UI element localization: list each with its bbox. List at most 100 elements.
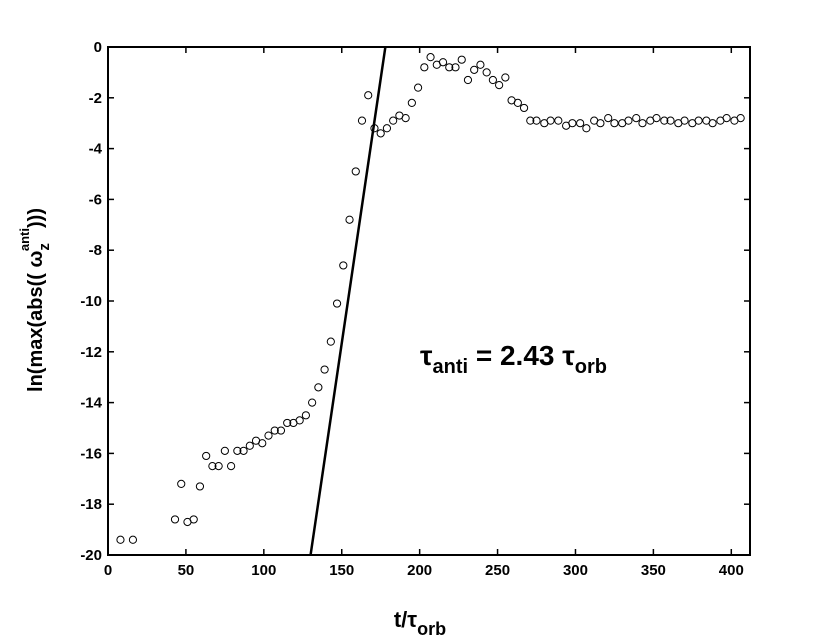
data-point [202, 451, 211, 461]
data-point [407, 98, 416, 107]
data-point [470, 65, 479, 74]
data-point [451, 63, 460, 72]
y-axis-label: ln(max(abs(( ωzanti))) [17, 208, 53, 392]
data-point [326, 337, 335, 346]
data-point [128, 535, 138, 544]
data-point [680, 116, 689, 125]
data-point [270, 426, 279, 435]
data-point [339, 261, 348, 270]
x-tick-label: 150 [329, 562, 354, 579]
data-point [694, 116, 703, 125]
x-tick-label: 250 [485, 562, 510, 579]
data-point [195, 482, 205, 491]
data-point [482, 68, 491, 77]
x-tick-label: 400 [719, 562, 744, 579]
data-point [582, 124, 591, 133]
data-point [632, 114, 641, 123]
data-point [652, 114, 661, 123]
data-point [526, 116, 535, 125]
data-point [357, 116, 367, 125]
x-tick-label: 50 [178, 562, 195, 579]
data-point [604, 114, 613, 123]
data-point [463, 75, 473, 85]
data-point [532, 116, 541, 125]
data-point [301, 411, 310, 420]
y-label-sub: z [36, 243, 53, 251]
data-point [364, 91, 373, 100]
x-label-sub: orb [417, 619, 446, 639]
data-point [501, 73, 510, 82]
data-point [413, 83, 423, 92]
fit-line [309, 46, 387, 556]
x-tick-label: 0 [104, 562, 112, 579]
y-tick-label: -18 [80, 496, 102, 513]
y-tick-label: -20 [80, 547, 102, 564]
data-point [457, 55, 466, 64]
data-point [495, 81, 504, 90]
data-point [320, 365, 329, 374]
y-label-pre: ln(max(abs(( ω [25, 251, 47, 392]
data-point [308, 398, 317, 407]
annotation-mid: = 2.43 [468, 340, 562, 371]
data-point [722, 114, 731, 123]
x-label-main: t/τ [394, 607, 417, 632]
data-point [596, 119, 605, 128]
data-point [638, 119, 647, 128]
x-tick-label: 200 [407, 562, 432, 579]
data-point [476, 60, 485, 69]
data-point [519, 103, 529, 113]
data-point [610, 119, 619, 128]
data-point [382, 124, 392, 133]
y-tick-label: -10 [80, 293, 102, 310]
plot-frame [107, 46, 751, 556]
data-point [546, 116, 555, 125]
data-point [189, 515, 198, 524]
y-tick-label: -8 [89, 242, 102, 259]
annotation: τanti = 2.43 τorb [420, 340, 607, 378]
data-point [376, 129, 385, 138]
data-point [420, 63, 429, 72]
annotation-sub2: orb [575, 356, 607, 378]
x-axis-label: t/τorb [394, 607, 446, 639]
x-tick-label: 100 [251, 562, 276, 579]
data-point [208, 462, 217, 471]
data-point [314, 383, 323, 392]
data-point [233, 446, 242, 455]
y-tick-label: -16 [80, 445, 102, 462]
data-point [220, 446, 229, 455]
data-point [401, 114, 410, 123]
data-point [438, 58, 448, 67]
annotation-tau: τ [420, 340, 433, 371]
data-point [245, 441, 254, 450]
data-point [351, 167, 360, 176]
data-point [239, 446, 248, 455]
data-point [345, 215, 354, 224]
x-tick-label: 350 [641, 562, 666, 579]
data-point [513, 98, 522, 107]
data-point [576, 119, 585, 128]
data-point [488, 75, 497, 85]
y-tick-label: -2 [89, 90, 102, 107]
data-point [736, 114, 745, 123]
data-point [666, 116, 675, 125]
data-point [177, 479, 186, 488]
data-point [332, 299, 342, 308]
data-point [170, 515, 180, 524]
y-tick-label: -6 [89, 191, 102, 208]
data-point [214, 462, 223, 471]
annotation-sub: anti [433, 356, 469, 378]
data-point [258, 439, 267, 448]
data-point [554, 116, 563, 125]
x-tick-label: 300 [563, 562, 588, 579]
data-point [426, 53, 435, 62]
y-tick-label: -12 [80, 344, 102, 361]
data-point [624, 116, 633, 125]
y-label-post: ))) [25, 208, 47, 228]
data-point [276, 426, 286, 435]
data-point [295, 416, 304, 425]
data-point [370, 124, 379, 133]
y-tick-label: -4 [89, 141, 103, 158]
data-point [116, 535, 125, 544]
data-point [708, 119, 717, 128]
